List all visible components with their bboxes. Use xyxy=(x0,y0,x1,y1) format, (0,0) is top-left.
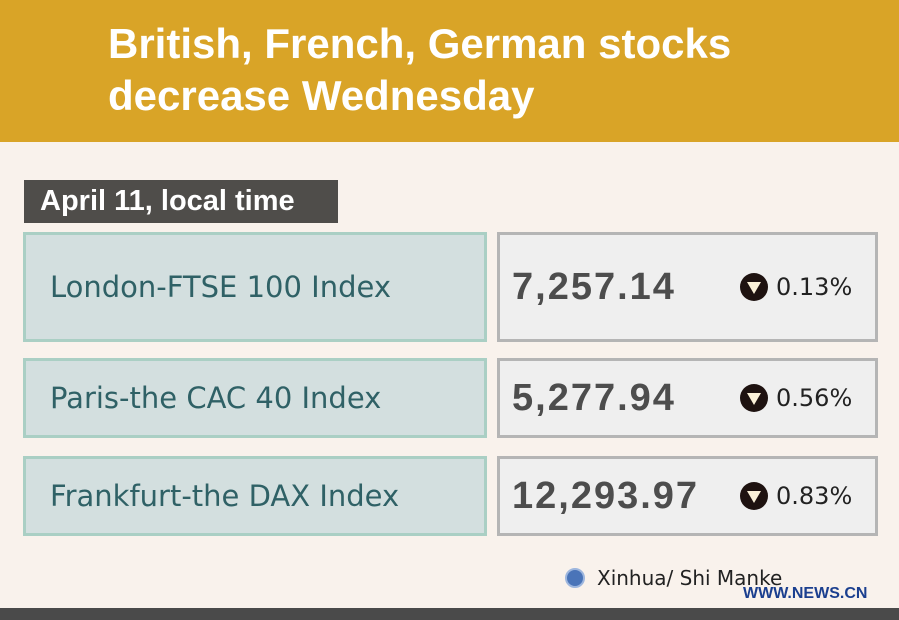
index-value: 7,257.14 xyxy=(512,265,676,308)
index-change: 0.56% xyxy=(776,384,853,412)
footer-bar xyxy=(0,608,899,620)
credit-text: Xinhua/ Shi Manke xyxy=(597,566,783,590)
header-banner: British, French, German stocks decrease … xyxy=(0,0,899,142)
xinhua-logo-icon xyxy=(565,568,585,588)
index-change: 0.83% xyxy=(776,482,853,510)
index-name-box: London-FTSE 100 Index xyxy=(23,232,487,342)
index-name: London-FTSE 100 Index xyxy=(50,270,392,304)
index-value-box: 12,293.97 0.83% xyxy=(497,456,878,536)
index-value: 12,293.97 xyxy=(512,474,700,517)
credit: Xinhua/ Shi Manke xyxy=(565,566,782,590)
index-name: Paris-the CAC 40 Index xyxy=(50,381,382,415)
down-arrow-icon xyxy=(740,273,768,301)
down-arrow-icon xyxy=(740,384,768,412)
down-arrow-icon xyxy=(740,482,768,510)
watermark: WWW.NEWS.CN xyxy=(743,585,868,602)
index-name-box: Paris-the CAC 40 Index xyxy=(23,358,487,438)
page-title: British, French, German stocks decrease … xyxy=(108,20,732,119)
index-value-box: 5,277.94 0.56% xyxy=(497,358,878,438)
index-value: 5,277.94 xyxy=(512,376,676,419)
date-label: April 11, local time xyxy=(24,180,338,223)
index-value-box: 7,257.14 0.13% xyxy=(497,232,878,342)
index-name: Frankfurt-the DAX Index xyxy=(50,479,400,513)
index-change: 0.13% xyxy=(776,273,853,301)
index-name-box: Frankfurt-the DAX Index xyxy=(23,456,487,536)
